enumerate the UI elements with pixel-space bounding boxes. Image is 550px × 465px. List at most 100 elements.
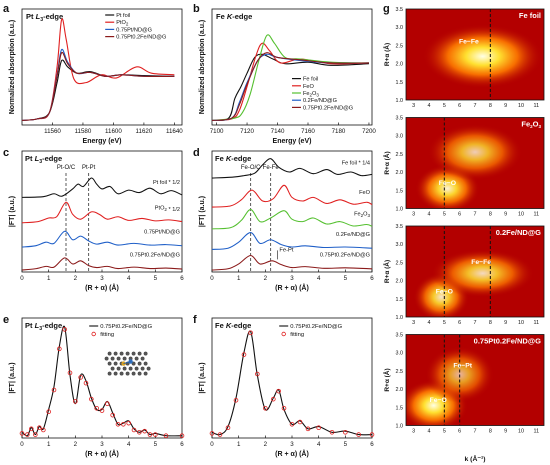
x-axis-label: Energy (eV) [83,138,122,145]
fit-point [41,427,46,433]
series-line-0 [21,177,183,198]
panel-d: d 0 1 2 3 4 5 6 (R + α) (Å) |FT| (a.u.) Fe K-edge F… [193,147,374,292]
fit-point [209,431,215,436]
fit-point [73,399,78,404]
carbon-atom [119,371,124,376]
x-tick-label: 6 [370,275,374,282]
x-tick-label: 11 [534,429,540,435]
y-tick-label: 3.0 [396,242,404,248]
x-tick-label: 6 [370,441,374,448]
y-axis-label: Normalized absorption (a.u.) [199,20,206,115]
series-line-2 [21,48,175,121]
series-line-3 [211,231,373,250]
fit-point [297,419,303,425]
fit-point [94,405,99,411]
fit-point [83,380,89,386]
series-label: 0.2Fe/ND@G [336,232,370,238]
x-tick-label: 6 [458,103,461,109]
plot-frame [211,8,373,126]
wavelet-map: Fe−O Fe2O3 1.0 1.5 2.0 2.5 3.0 3.5 R+α (Å) 3 4 5 6 7 8… [382,116,545,218]
series-line-2 [211,208,373,230]
fit-point [142,428,147,434]
legend-label: FeO [303,84,315,90]
panel-f: f 0 1 2 3 4 5 6 (R + α) (Å) |FT| (a.u.) Fe K-edge 0… [193,314,375,458]
fit-point [147,432,153,437]
y-tick-label: 2.5 [396,152,404,158]
x-tick-label: 11 [534,320,540,326]
fit-point [289,421,295,427]
carbon-atom [113,371,118,376]
carbon-atom [122,356,127,361]
x-tick-label: 5 [443,103,446,109]
x-tick-label: 8 [489,103,492,109]
y-axis-label: |FT| (a.u.) [199,362,206,393]
fit-point [305,426,311,432]
x-tick-label: 9 [504,103,507,109]
series-label: 0.75Pt0.2Fe/ND@G [320,253,370,259]
bond-label: Fe−O [439,180,456,187]
map-title: 0.75Pt0.2Fe/ND@G [474,337,542,346]
plot-frame [21,8,183,126]
y-tick-label: 3.5 [396,333,404,339]
x-tick-label: 11 [534,212,540,218]
bond-label: Fe−O [436,288,453,295]
panel-c: c 0 1 2 3 4 5 6 (R + α) (Å) |FT| (a.u.) Pt L3-edge… [3,147,184,292]
legend-swatch [281,331,286,337]
fit-point [57,346,62,352]
panel-b: b 7100 7120 7140 7160 7180 7200 Energy (eV) Norm… [193,3,376,145]
x-tick-label: 1 [237,275,241,282]
series-label: PtO2 * 1/2 [155,206,180,214]
legend-label: PtO2 [116,20,129,27]
heatmap-spot [422,24,543,89]
fit-point [276,388,281,394]
x-tick-label: 0 [20,441,24,448]
carbon-atom [110,366,115,371]
x-tick-label: 5 [443,429,446,435]
carbon-atom [110,356,115,361]
legend-label: 0.75Pt0.2Fe/ND@G [290,324,342,330]
x-tick-label: 10 [518,212,524,218]
x-tick-label: 8 [489,429,492,435]
fit-point [33,432,38,437]
x-tick-label: 5 [154,275,158,282]
x-tick-label: 5 [154,441,158,448]
fit-point [115,421,121,427]
x-tick-label: 7 [474,429,477,435]
panel-title: Pt L3-edge [25,321,62,332]
panel-letter-c: c [3,147,9,159]
x-tick-label: 3 [290,275,294,282]
fit-point [51,387,57,393]
x-tick-label: 7180 [332,128,346,135]
x-tick-label: 6 [458,429,461,435]
map-frame [405,8,545,101]
y-tick-label: 3.0 [396,134,404,140]
x-tick-label: 10 [518,429,524,435]
bond-label: Fe−Fe [459,39,479,46]
map-frame [405,225,545,318]
fit-point [233,397,239,403]
fit-point [67,370,73,376]
panel-title: Fe K-edge [215,154,251,163]
carbon-atom [104,356,109,361]
carbon-atom [134,366,139,371]
y-tick-label: 2.5 [396,260,404,266]
legend-label: 0.75Pt0.2Fe/ND@G [116,35,166,41]
x-tick-label: 6 [458,320,461,326]
carbon-atom [146,366,151,371]
vline-label: Pt-O/C [57,165,76,171]
bond-label: Fe−Fe [471,259,491,266]
x-tick-label: 0 [20,275,24,282]
fit-point [153,432,158,437]
fit-point [46,409,51,415]
series-label: FeO [359,190,371,196]
series-line-0 [211,158,373,179]
x-tick-label: 10 [518,103,524,109]
x-tick-label: 4 [428,429,431,435]
x-tick-label: 4 [428,320,431,326]
map-frame [405,117,545,209]
y-axis-label: R+α (Å) [382,260,391,283]
series-line-0 [21,59,175,121]
map-title: Fe2O3 [521,120,541,130]
series-label: Pt foil * 1/2 [153,180,180,186]
